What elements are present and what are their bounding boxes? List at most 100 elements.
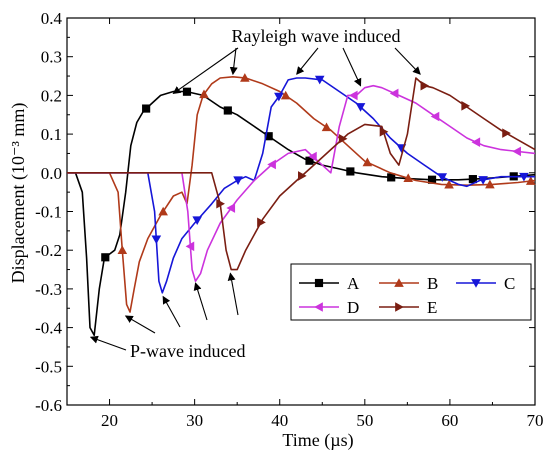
series-marker-B	[117, 245, 128, 255]
y-tick-label: 0.2	[41, 86, 62, 105]
pwave-arrow	[193, 282, 208, 321]
series-marker-D	[471, 137, 481, 148]
series-marker-B	[321, 122, 332, 132]
series-marker-C	[478, 176, 488, 185]
legend-label: D	[347, 298, 359, 317]
legend-label: A	[347, 274, 360, 293]
y-tick-label: 0.1	[41, 125, 62, 144]
pwave-arrow	[227, 272, 239, 316]
legend-item-D: D	[299, 298, 359, 317]
legend-item-B: B	[379, 274, 438, 293]
series-marker-B	[525, 176, 536, 185]
series-marker-A	[223, 106, 232, 115]
pwave-arrow	[124, 315, 156, 334]
series-marker-C	[233, 176, 243, 185]
series-marker-D	[389, 88, 399, 99]
rayleigh-annotation-label: Rayleigh wave induced	[232, 26, 401, 46]
y-tick-label: -0.1	[35, 203, 62, 222]
series-marker-B	[280, 90, 291, 100]
y-tick-label: -0.4	[35, 319, 62, 338]
series-marker-B	[444, 179, 454, 189]
series-marker-E	[298, 171, 307, 181]
series-B	[67, 73, 536, 313]
pwave-annotation-label: P-wave induced	[130, 341, 245, 361]
series-D	[67, 84, 536, 282]
series-marker-E	[216, 198, 225, 209]
series-marker-C	[437, 173, 448, 182]
series-marker-E	[502, 128, 511, 138]
rayleigh-arrow	[296, 47, 319, 75]
legend-swatch-marker	[471, 279, 481, 288]
series-marker-B	[403, 173, 414, 183]
y-tick-label: -0.2	[35, 241, 62, 260]
series-marker-E	[420, 80, 430, 91]
x-tick-label: 70	[527, 411, 544, 430]
series-marker-B	[240, 73, 250, 82]
series-marker-D	[348, 90, 358, 101]
series-E	[67, 77, 536, 271]
series-marker-C	[151, 235, 162, 245]
legend-swatch-marker	[314, 302, 323, 312]
series-marker-A	[305, 156, 314, 165]
x-tick-label: 50	[356, 411, 373, 430]
legend-swatch-marker	[314, 278, 324, 288]
legend-label: E	[427, 298, 437, 317]
series-C	[67, 75, 535, 294]
series-marker-C	[355, 103, 366, 112]
series-marker-C	[519, 172, 529, 182]
series-marker-E	[379, 126, 389, 137]
legend-item-E: E	[379, 298, 437, 317]
x-tick-label: 30	[186, 411, 203, 430]
x-tick-label: 20	[101, 411, 118, 430]
legend-swatch-marker	[394, 278, 404, 287]
y-tick-label: -0.3	[35, 280, 62, 299]
series-line-E	[67, 77, 536, 271]
pwave-arrow	[162, 295, 181, 328]
series-marker-C	[192, 216, 202, 226]
series-marker-D	[267, 159, 276, 170]
series-marker-D	[226, 203, 236, 213]
y-axis-label: Displacement (10⁻³ mm)	[8, 103, 29, 284]
series-marker-D	[185, 241, 195, 252]
series-marker-E	[257, 217, 266, 228]
series-marker-C	[314, 75, 325, 85]
rayleigh-arrow	[229, 47, 238, 76]
series-marker-D	[308, 151, 317, 162]
series-lines	[67, 73, 536, 337]
series-marker-C	[274, 92, 284, 102]
series-marker-A	[387, 173, 396, 182]
legend-box	[290, 263, 532, 321]
series-marker-D	[430, 111, 440, 122]
y-tick-label: -0.5	[35, 357, 62, 376]
axes: 20 30 40 50 60 70 -0.6 -0.5 -0.4 -0.3 -0.2 -0.1 0.0 0…	[35, 9, 543, 430]
series-line-C	[67, 77, 535, 294]
series-marker-A	[182, 87, 192, 96]
series-marker-A	[264, 132, 273, 141]
series-marker-E	[461, 101, 471, 111]
annotations: Rayleigh wave induced P-wave induced	[89, 26, 421, 361]
legend-label: B	[427, 274, 438, 293]
series-marker-A	[427, 175, 437, 184]
series-marker-B	[485, 179, 495, 189]
series-marker-A	[101, 253, 110, 262]
pwave-arrow	[89, 335, 127, 351]
series-line-D	[67, 84, 536, 282]
series-marker-B	[362, 157, 373, 167]
rayleigh-arrow	[172, 47, 239, 95]
x-axis-label: Time (µs)	[282, 430, 353, 451]
rayleigh-arrow	[342, 47, 362, 87]
y-tick-label: 0.3	[41, 48, 62, 67]
legend: A B C D E	[290, 263, 532, 321]
x-tick-label: 40	[271, 411, 288, 430]
series-line-B	[67, 76, 536, 313]
y-tick-label: 0.0	[41, 164, 62, 183]
legend-item-C: C	[456, 274, 515, 293]
rayleigh-arrow	[394, 47, 421, 75]
y-tick-label: -0.6	[35, 396, 62, 415]
series-marker-B	[158, 206, 168, 216]
series-marker-A	[142, 104, 151, 113]
y-tick-label: 0.4	[41, 9, 63, 28]
legend-swatch-marker	[395, 302, 404, 312]
series-marker-B	[199, 89, 209, 99]
